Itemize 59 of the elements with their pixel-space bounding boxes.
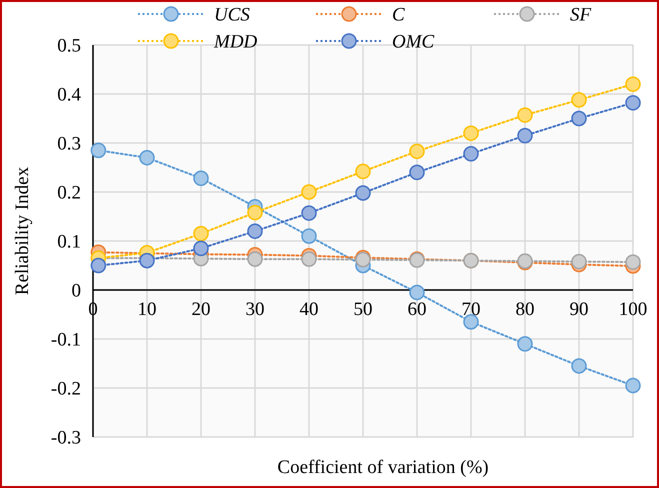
point: [463, 125, 479, 141]
legend-label: OMC: [392, 32, 435, 53]
y-tick-label: 0.5: [57, 36, 81, 57]
x-tick-label: 40: [300, 299, 318, 320]
point: [193, 226, 209, 242]
point: [517, 128, 533, 144]
point: [139, 252, 155, 268]
x-tick-label: 70: [462, 299, 480, 320]
point: [517, 107, 533, 123]
x-tick-label: 10: [138, 299, 156, 320]
point: [625, 254, 641, 270]
point: [301, 228, 317, 244]
point: [193, 170, 209, 186]
point: [571, 92, 587, 108]
y-tick-label: -0.1: [50, 330, 81, 351]
point: [90, 142, 106, 158]
legend-label: MDD: [213, 32, 258, 53]
point: [463, 314, 479, 330]
point: [139, 150, 155, 166]
point: [409, 164, 425, 180]
y-tick-label: -0.2: [50, 378, 81, 400]
legend-label: C: [392, 4, 405, 26]
x-tick-label: 90: [570, 299, 588, 320]
point: [90, 258, 106, 274]
y-tick-label: 0: [72, 280, 81, 302]
point: [571, 254, 587, 270]
x-tick-label: 60: [408, 299, 426, 320]
point: [517, 336, 533, 352]
legend-label: UCS: [214, 4, 250, 26]
point: [625, 378, 641, 394]
point: [301, 184, 317, 200]
point: [355, 164, 371, 180]
y-tick-label: 0.2: [57, 182, 81, 204]
y-tick-label: 0.3: [57, 134, 81, 155]
point: [247, 223, 263, 239]
x-tick-label: 20: [192, 299, 210, 320]
x-tick-label: 80: [516, 299, 534, 320]
x-axis-title: Coefficient of variation (%): [277, 457, 489, 478]
y-axis-title: Reliability Index: [12, 166, 33, 296]
y-tick-label: -0.3: [50, 428, 81, 449]
point: [625, 95, 641, 111]
point: [355, 185, 371, 201]
x-tick-label: 50: [354, 299, 372, 320]
point: [409, 144, 425, 160]
x-tick-label: 30: [246, 299, 264, 320]
point: [301, 205, 317, 221]
y-tick-label: 0.4: [57, 84, 82, 106]
point: [571, 358, 587, 374]
point: [247, 204, 263, 220]
point: [409, 284, 425, 300]
point: [463, 146, 479, 162]
legend-label: SF: [570, 4, 592, 26]
x-tick-label: 100: [618, 299, 648, 320]
y-tick-label: 0.1: [57, 232, 81, 253]
point: [193, 240, 209, 256]
point: [571, 110, 587, 126]
point: [301, 251, 317, 267]
point: [247, 251, 263, 267]
point: [625, 76, 641, 92]
